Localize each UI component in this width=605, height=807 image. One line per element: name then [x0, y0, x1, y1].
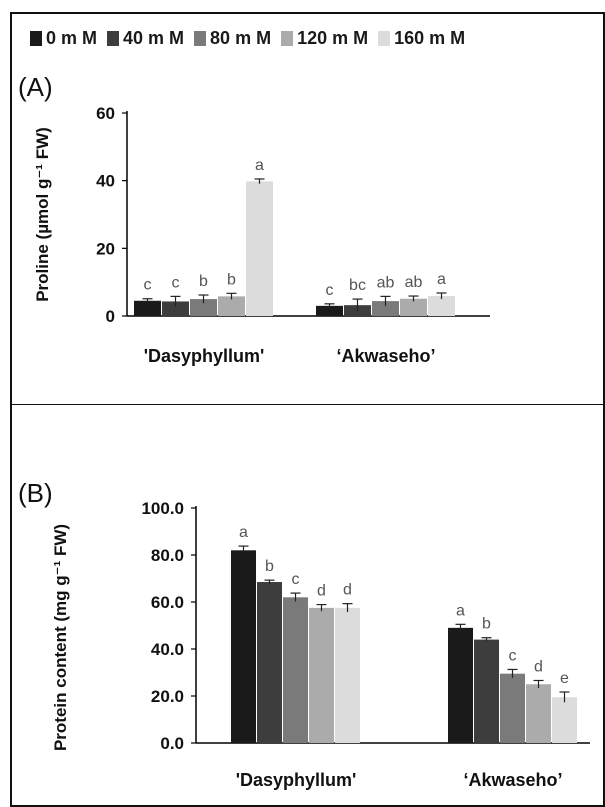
protein-significance-letter: d	[343, 582, 352, 599]
proline-significance-letter: b	[227, 271, 236, 288]
legend-swatch-1	[107, 31, 120, 46]
legend-swatch-4	[378, 31, 391, 46]
proline-significance-letter: bc	[349, 277, 366, 294]
protein-significance-letter: d	[317, 583, 326, 600]
protein-bar	[231, 550, 256, 743]
protein-y-tick-label: 100.0	[141, 499, 184, 518]
protein-significance-letter: c	[292, 571, 300, 588]
protein-bar	[448, 627, 473, 743]
proline-significance-letter: c	[172, 274, 180, 291]
protein-bar	[283, 597, 308, 743]
legend-label-0: 0 m M	[46, 28, 98, 48]
protein-bar	[309, 607, 334, 743]
proline-bar	[162, 301, 189, 316]
proline-y-tick-label: 40	[96, 172, 115, 191]
legend-swatch-0	[30, 31, 42, 46]
panel-a	[10, 12, 605, 405]
protein-significance-letter: b	[265, 558, 274, 575]
protein-significance-letter: c	[509, 647, 517, 664]
protein-significance-letter: d	[534, 658, 543, 675]
legend: 0 m M 40 m M 80 m M 120 m M 160 m M	[30, 28, 465, 49]
legend-item-1: 40 m M	[107, 28, 184, 49]
protein-y-axis-title: Protein content (mg g⁻¹ FW)	[51, 524, 70, 751]
legend-item-0: 0 m M	[30, 28, 97, 49]
proline-bar	[134, 300, 161, 316]
protein-significance-letter: e	[560, 670, 569, 687]
protein-y-tick-label: 0.0	[160, 734, 184, 753]
proline-bar	[372, 301, 399, 316]
panel-b-label: (B)	[18, 478, 53, 508]
proline-significance-letter: a	[437, 271, 446, 288]
legend-label-4: 160 m M	[394, 28, 466, 48]
protein-category-label: 'Dasyphyllum'	[236, 770, 357, 790]
protein-bar	[526, 684, 551, 743]
protein-category-label: ‘Akwaseho’	[463, 770, 562, 790]
legend-label-1: 40 m M	[123, 28, 185, 48]
protein-significance-letter: b	[482, 616, 491, 633]
protein-significance-letter: a	[239, 524, 248, 541]
proline-significance-letter: c	[326, 282, 334, 299]
proline-bar	[246, 181, 273, 316]
proline-significance-letter: ab	[405, 274, 423, 291]
protein-y-tick-label: 80.0	[151, 546, 184, 565]
protein-bar	[474, 639, 499, 743]
proline-bar	[428, 296, 455, 316]
protein-bar	[257, 582, 282, 743]
proline-y-tick-label: 0	[106, 307, 115, 326]
proline-y-tick-label: 20	[96, 239, 115, 258]
proline-category-label: 'Dasyphyllum'	[144, 346, 265, 366]
proline-significance-letter: a	[255, 157, 264, 174]
proline-bar	[190, 299, 217, 316]
legend-swatch-3	[281, 31, 294, 46]
proline-y-tick-label: 60	[96, 104, 115, 123]
proline-significance-letter: ab	[377, 274, 395, 291]
legend-label-2: 80 m M	[210, 28, 272, 48]
panel-a-label: (A)	[18, 72, 53, 102]
protein-significance-letter: a	[456, 602, 465, 619]
protein-bar	[500, 673, 525, 743]
proline-bar	[400, 298, 427, 316]
protein-y-tick-label: 60.0	[151, 593, 184, 612]
proline-y-axis-title: Proline (µmol g⁻¹ FW)	[33, 127, 52, 302]
proline-category-label: ‘Akwaseho’	[336, 346, 435, 366]
legend-item-3: 120 m M	[281, 28, 368, 49]
proline-significance-letter: b	[199, 273, 208, 290]
proline-bar	[218, 296, 245, 316]
protein-bar	[552, 697, 577, 743]
protein-bar	[335, 607, 360, 743]
legend-swatch-2	[194, 31, 207, 46]
proline-significance-letter: c	[144, 277, 152, 294]
legend-item-4: 160 m M	[378, 28, 465, 49]
protein-y-tick-label: 40.0	[151, 640, 184, 659]
legend-label-3: 120 m M	[297, 28, 369, 48]
legend-item-2: 80 m M	[194, 28, 271, 49]
protein-y-tick-label: 20.0	[151, 687, 184, 706]
proline-bar	[316, 305, 343, 316]
